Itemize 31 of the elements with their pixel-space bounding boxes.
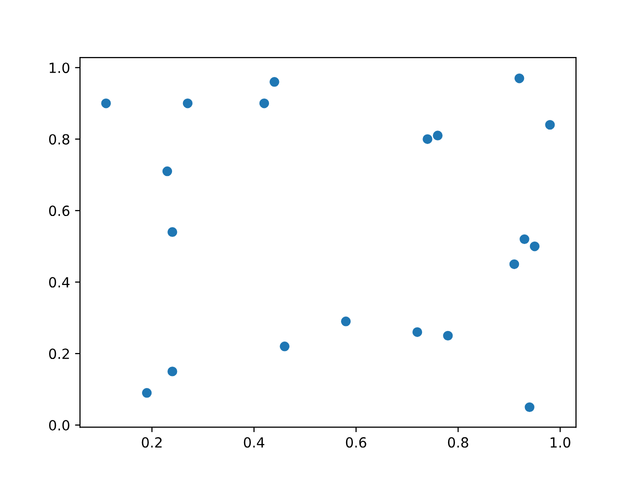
point [162,166,172,176]
point [280,342,290,352]
point [168,227,178,237]
point [545,120,555,130]
point [259,98,270,108]
x-tick-label: 1.0 [550,437,570,448]
x-tick-label: 0.2 [142,437,162,448]
point [142,388,152,398]
y-tick-label: 0.2 [49,348,69,360]
point [422,134,432,144]
y-tick-label: 1.0 [50,62,70,74]
point [443,330,453,341]
y-tick-label: 0.8 [49,134,70,145]
point [509,259,520,270]
y-tick-label: 0.6 [49,206,70,216]
x-tick-label: 0.6 [346,437,366,448]
y-tick-label: 0.0 [49,420,70,431]
x-tick-label: 0.8 [448,437,468,448]
point [514,73,524,84]
point [101,98,111,108]
point [432,130,443,140]
point [270,77,280,87]
point [530,241,540,252]
point [520,234,530,244]
x-tick-label: 0.4 [244,437,264,448]
y-tick-label: 0.4 [49,277,70,288]
point [182,98,193,108]
point [168,366,178,376]
point [524,402,534,412]
point [412,327,422,337]
point [341,316,351,326]
